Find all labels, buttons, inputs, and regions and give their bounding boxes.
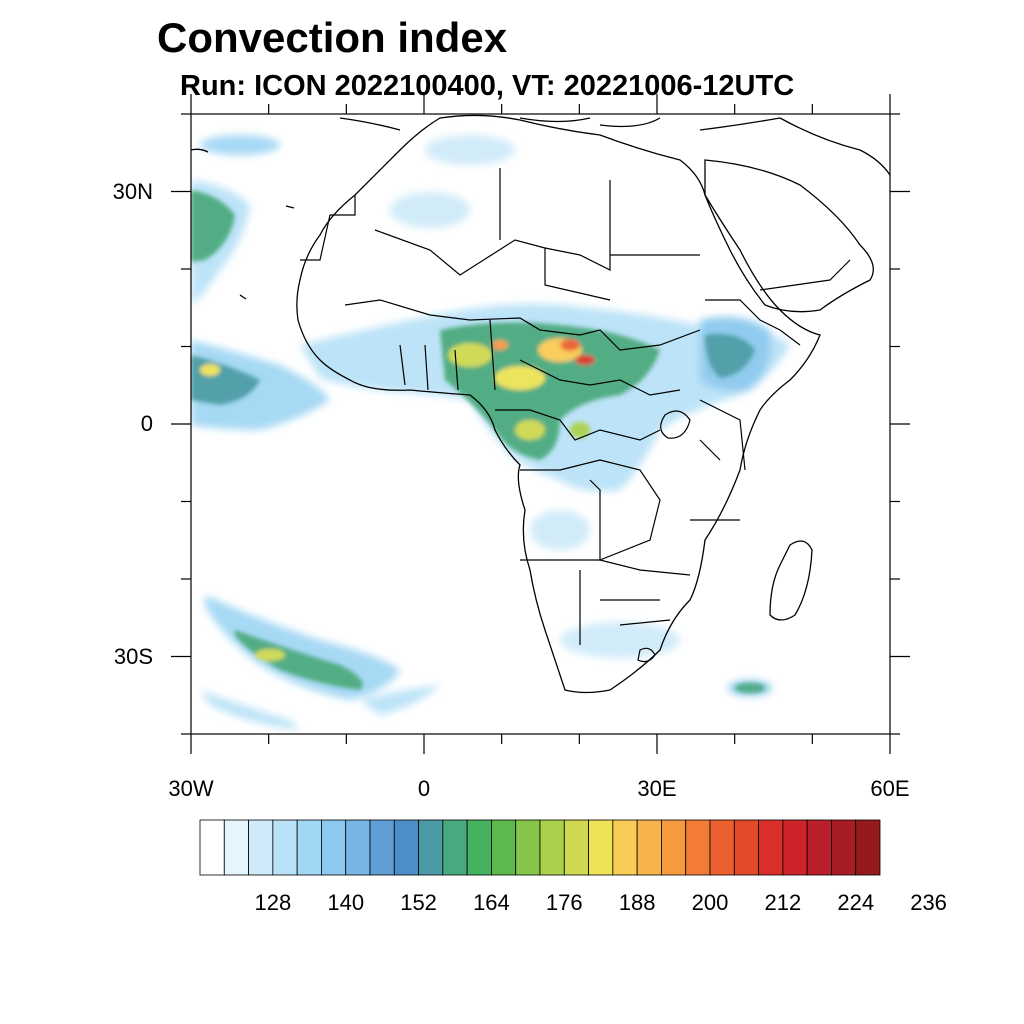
chart-title: Convection index [157, 14, 508, 61]
country-borders [300, 168, 851, 645]
latitude-ticks [171, 113, 910, 735]
colorbar-box [296, 819, 322, 876]
colorbar-box [733, 819, 759, 876]
colorbar-box [661, 819, 687, 876]
colorbar-box [418, 819, 444, 876]
colorbar-box [806, 819, 832, 876]
colorbar-box [709, 819, 735, 876]
colorbar [199, 819, 881, 876]
colorbar-box [855, 819, 881, 876]
colorbar-tick-label: 200 [691, 890, 729, 915]
colorbar-tick-label: 164 [473, 890, 510, 915]
lat-tick-label: 0 [140, 411, 153, 436]
colorbar-box [758, 819, 784, 876]
chart-subtitle: Run: ICON 2022100400, VT: 20221006-12UTC [180, 70, 795, 102]
colorbar-tick-label: 212 [764, 890, 802, 915]
lon-tick-label: 30W [168, 776, 214, 801]
colorbar-tick-label: 140 [327, 890, 365, 915]
colorbar-box [248, 819, 274, 876]
lon-tick-label: 60E [870, 776, 910, 801]
colorbar-box [685, 819, 711, 876]
colorbar-tick-label: 188 [618, 890, 656, 915]
colorbar-box [345, 819, 371, 876]
lat-tick-label: 30N [112, 178, 153, 204]
colorbar-tick-label: 224 [837, 890, 875, 915]
colorbar-box [782, 819, 808, 876]
colorbar-box [223, 819, 249, 876]
colorbar-box [272, 819, 298, 876]
colorbar-box [491, 819, 517, 876]
lon-tick-label: 30E [637, 776, 677, 801]
colorbar-box [515, 819, 541, 876]
colorbar-box [199, 819, 225, 876]
colorbar-tick-label: 176 [545, 890, 583, 915]
colorbar-box [393, 819, 419, 876]
colorbar-box [369, 819, 395, 876]
colorbar-box [321, 819, 347, 876]
colorbar-tick-label: 236 [910, 890, 947, 915]
lat-tick-label: 30S [113, 643, 153, 669]
colorbar-tick-label: 128 [254, 890, 292, 915]
colorbar-box [612, 819, 638, 876]
lon-tick-label: 0 [417, 776, 431, 801]
colorbar-box [588, 819, 614, 876]
colorbar-box [466, 819, 492, 876]
colorbar-box [636, 819, 662, 876]
colorbar-box [442, 819, 468, 876]
map-area [191, 114, 890, 730]
longitude-ticks [190, 94, 891, 754]
colorbar-box [539, 819, 565, 876]
colorbar-tick-label: 152 [400, 890, 437, 915]
colorbar-box [831, 819, 857, 876]
colorbar-box [563, 819, 589, 876]
coastlines [191, 114, 890, 694]
convection-field [191, 135, 790, 730]
lakes [637, 410, 691, 663]
